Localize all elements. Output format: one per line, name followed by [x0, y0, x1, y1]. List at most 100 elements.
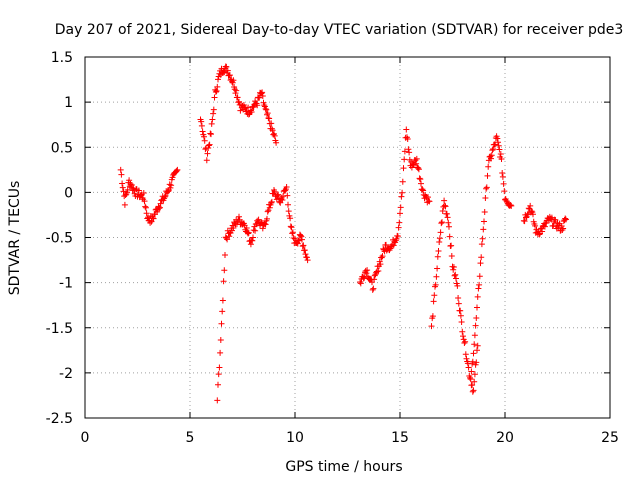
data-point: [483, 185, 490, 192]
data-point: [275, 191, 282, 198]
data-point: [418, 180, 424, 187]
data-point: [478, 254, 485, 261]
data-point: [470, 350, 477, 357]
data-point: [499, 173, 506, 180]
data-point: [472, 322, 479, 329]
data-point: [532, 222, 539, 229]
data-point: [199, 128, 206, 135]
data-point: [405, 146, 412, 153]
data-point: [273, 139, 280, 146]
data-point: [508, 202, 515, 209]
data-point: [117, 166, 124, 173]
data-point: [156, 205, 163, 212]
data-point: [369, 286, 376, 293]
data-point: [198, 118, 205, 125]
data-point: [461, 339, 468, 346]
data-point: [474, 342, 481, 349]
data-point: [500, 180, 507, 187]
data-point: [217, 349, 224, 356]
data-point: [561, 216, 568, 223]
data-point: [462, 351, 469, 358]
data-point: [553, 225, 560, 232]
data-point: [143, 210, 150, 217]
data-point: [156, 204, 163, 211]
data-point: [268, 198, 275, 205]
data-point: [521, 218, 528, 225]
data-point: [214, 397, 221, 404]
data-point: [475, 285, 482, 292]
data-point: [373, 268, 380, 275]
data-point: [494, 135, 501, 142]
data-point: [266, 204, 273, 211]
y-tick-label: -0.5: [46, 231, 73, 247]
data-point: [210, 110, 217, 117]
data-point: [471, 378, 478, 385]
data-point: [441, 197, 448, 204]
data-point: [280, 193, 287, 200]
data-point: [269, 127, 276, 134]
data-point: [460, 333, 466, 340]
data-point: [465, 364, 472, 371]
data-point: [216, 70, 223, 77]
data-point: [213, 87, 220, 94]
data-point: [483, 184, 490, 191]
data-point: [288, 224, 295, 231]
data-point: [119, 180, 126, 187]
data-point: [530, 211, 536, 218]
data-point: [204, 150, 211, 157]
data-point: [245, 104, 252, 111]
data-point: [230, 77, 237, 84]
data-point: [471, 332, 478, 339]
data-point: [211, 94, 218, 101]
data-point: [142, 204, 149, 211]
data-point: [243, 108, 250, 115]
data-point: [203, 157, 210, 164]
data-point: [254, 102, 261, 109]
data-point: [371, 276, 378, 283]
data-point: [249, 237, 256, 244]
data-point: [473, 315, 480, 322]
data-point: [471, 371, 478, 378]
data-point: [495, 142, 502, 149]
data-point: [432, 281, 439, 288]
data-point: [262, 105, 269, 112]
data-point: [371, 272, 378, 279]
data-point: [299, 236, 305, 243]
data-point: [479, 235, 486, 242]
data-point: [469, 381, 476, 388]
data-point: [489, 147, 496, 154]
data-point: [287, 223, 294, 230]
data-point: [363, 270, 370, 277]
data-point: [301, 247, 308, 254]
data-point: [299, 243, 306, 250]
data-point: [258, 90, 265, 97]
data-point: [226, 72, 233, 79]
data-point: [232, 90, 239, 97]
data-point: [165, 188, 172, 195]
data-point: [482, 194, 489, 201]
x-tick-label: 5: [186, 430, 195, 446]
data-point: [229, 79, 236, 86]
data-point: [292, 235, 298, 242]
data-point: [264, 215, 270, 222]
data-point: [247, 241, 254, 248]
data-point: [128, 181, 135, 188]
data-point: [462, 338, 469, 345]
data-point: [141, 198, 148, 205]
data-point: [161, 195, 168, 202]
x-tick-label: 25: [601, 430, 619, 446]
data-point: [162, 192, 169, 199]
data-point: [503, 197, 510, 204]
data-point: [448, 242, 455, 249]
data-point: [262, 221, 269, 228]
data-point: [442, 203, 449, 210]
data-point: [236, 213, 242, 220]
data-point: [361, 274, 368, 281]
data-point: [541, 223, 548, 230]
data-point: [234, 94, 241, 101]
data-point: [469, 358, 476, 365]
data-points: [117, 63, 569, 404]
data-point: [297, 232, 304, 239]
data-point: [214, 83, 221, 90]
